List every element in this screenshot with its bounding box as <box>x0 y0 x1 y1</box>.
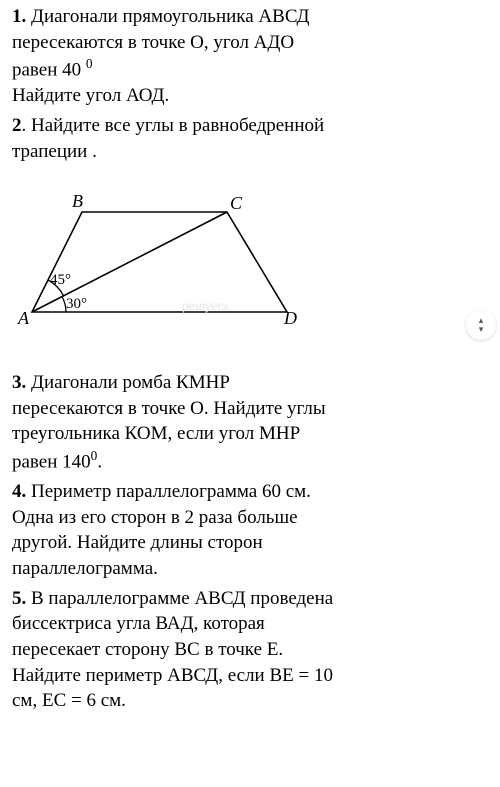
problem-5-line2: биссектриса угла ВАД, которая <box>12 613 265 634</box>
problem-2: 2. Найдите все углы в равнобедренной тра… <box>12 113 488 164</box>
problem-2-line1: . Найдите все углы в равнобедренной <box>22 115 325 136</box>
label-d: D <box>283 308 297 328</box>
problem-4-num: 4. <box>12 481 26 502</box>
problem-1-num: 1. <box>12 6 26 27</box>
problem-5-num: 5. <box>12 588 26 609</box>
stepper-down-icon[interactable]: ▾ <box>479 325 484 334</box>
problem-1-line2: пересекаются в точке О, угол АДО <box>12 32 294 53</box>
problem-4-line2: Одна из его сторон в 2 раза больше <box>12 507 298 528</box>
problem-5-line4: Найдите периметр АВСД, если ВЕ = 10 <box>12 665 333 686</box>
problem-2-text: 2. Найдите все углы в равнобедренной тра… <box>12 113 488 164</box>
problem-4-line3: другой. Найдите длины сторон <box>12 532 263 553</box>
label-a: A <box>17 308 30 328</box>
problem-3-num: 3. <box>12 372 26 393</box>
problem-3: 3. Диагонали ромба КМНР пересекаются в т… <box>12 370 488 475</box>
problem-1-text: 1. Диагонали прямоугольника АВСД пересек… <box>12 4 488 109</box>
angle-30: 30° <box>66 296 87 312</box>
problem-3-line2: пересекаются в точке О. Найдите углы <box>12 398 326 419</box>
stepper-control[interactable]: ▴ ▾ <box>466 310 496 340</box>
problem-5-line3: пересекает сторону ВС в точке Е. <box>12 639 283 660</box>
problem-4-line1: Периметр параллелограмма 60 см. <box>31 481 311 502</box>
angle-45: 45° <box>50 272 71 288</box>
problem-4: 4. Периметр параллелограмма 60 см. Одна … <box>12 479 488 582</box>
trapezoid-svg: A B C D 45° 30° решуегэ <box>12 192 312 337</box>
problem-5-text: 5. В параллелограмме АВСД проведена бисс… <box>12 586 488 714</box>
problem-3-line4a: равен 140 <box>12 451 91 472</box>
trapezoid-figure: A B C D 45° 30° решуегэ <box>12 192 488 342</box>
watermark: решуегэ <box>182 299 228 313</box>
problem-5-line5: см, ЕС = 6 см. <box>12 690 126 711</box>
problem-1-line1: Диагонали прямоугольника АВСД <box>31 6 310 27</box>
problem-3-line1: Диагонали ромба КМНР <box>31 372 230 393</box>
problem-1-line4: Найдите угол АОД. <box>12 85 169 106</box>
label-c: C <box>230 193 243 213</box>
problem-5-line1: В параллелограмме АВСД проведена <box>31 588 333 609</box>
problem-3-text: 3. Диагонали ромба КМНР пересекаются в т… <box>12 370 488 475</box>
problem-3-line4b: . <box>97 451 102 472</box>
problem-1: 1. Диагонали прямоугольника АВСД пересек… <box>12 4 488 109</box>
label-b: B <box>72 192 83 211</box>
problem-1-line3a: равен 40 <box>12 60 86 81</box>
diagonal-ac <box>32 212 227 312</box>
problem-1-degree: 0 <box>86 56 93 71</box>
problem-4-line4: параллелограмма. <box>12 558 158 579</box>
problem-4-text: 4. Периметр параллелограмма 60 см. Одна … <box>12 479 488 582</box>
problem-2-line2: трапеции . <box>12 141 97 162</box>
problem-2-num: 2 <box>12 115 22 136</box>
problem-3-line3: треугольника КОМ, если угол МНР <box>12 423 300 444</box>
problem-5: 5. В параллелограмме АВСД проведена бисс… <box>12 586 488 714</box>
